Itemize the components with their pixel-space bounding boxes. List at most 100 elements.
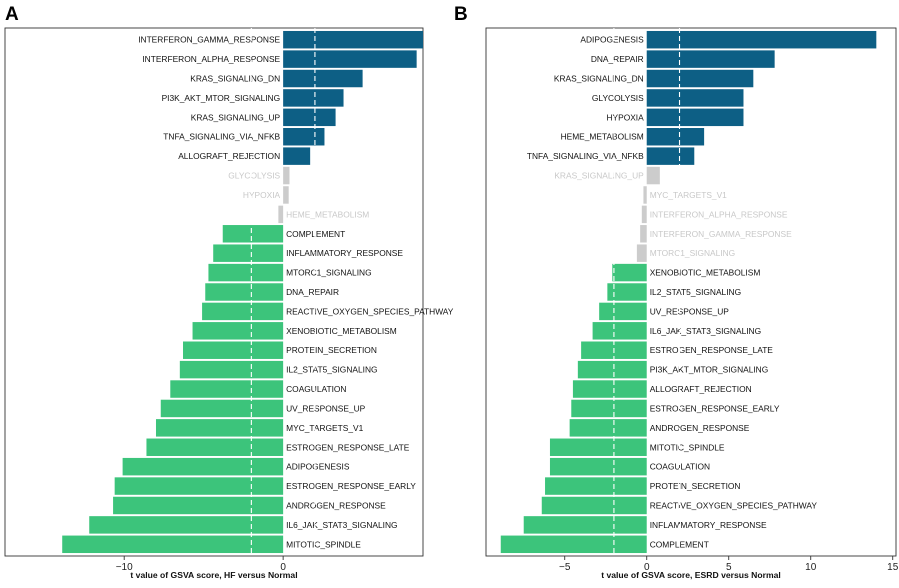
bar-reactive-oxygen-species-pathway — [541, 496, 647, 515]
bar-label: ADIPOGENESIS — [286, 462, 350, 472]
bar-kras-signaling-up — [646, 166, 660, 185]
bar-label: ADIPOGENESIS — [580, 35, 644, 45]
bar-interferon-gamma-response — [640, 225, 647, 243]
bar-label: TNFA_SIGNALING_VIA_NFKB — [163, 132, 280, 142]
bar-label: ESTROGEN_RESPONSE_EARLY — [650, 403, 780, 413]
bar-label: ESTROGEN_RESPONSE_LATE — [650, 345, 774, 355]
bar-label: GLYCOLYSIS — [592, 93, 644, 103]
bar-label: UV_RESPONSE_UP — [650, 306, 730, 316]
x-tick-label: 0 — [280, 562, 286, 573]
bar-complement — [222, 225, 284, 243]
bar-label: ALLOGRAFT_REJECTION — [650, 384, 752, 394]
bar-kras-signaling-dn — [646, 69, 754, 88]
bar-interferon-gamma-response — [283, 30, 423, 49]
bar-estrogen-response-late — [146, 438, 284, 456]
bar-label: REACTIVE_OXYGEN_SPECIES_PATHWAY — [650, 500, 818, 510]
bar-tnfa-signaling-via-nfkb — [646, 147, 695, 165]
bar-label: IL6_JAK_STAT3_SIGNALING — [650, 326, 761, 336]
bar-label: PI3K_AKT_MTOR_SIGNALING — [162, 93, 281, 103]
bar-label: DNA_REPAIR — [286, 287, 339, 297]
bar-glycolysis — [646, 89, 744, 107]
bar-protein-secretion — [545, 477, 647, 495]
bar-label: XENOBIOTIC_METABOLISM — [286, 326, 397, 336]
plot-frame — [4, 27, 424, 557]
bar-il6-jak-stat3-signaling — [592, 322, 647, 340]
bar-allograft-rejection — [572, 380, 647, 398]
bar-reactive-oxygen-species-pathway — [202, 302, 284, 321]
bar-myc-targets-v1 — [643, 186, 647, 204]
x-tick-label: 5 — [726, 562, 732, 573]
bar-interferon-alpha-response — [283, 50, 417, 68]
bar-label: IL2_STAT5_SIGNALING — [286, 365, 377, 375]
bar-label: PROTEIN_SECRETION — [286, 345, 377, 355]
bar-label: MYC_TARGETS_V1 — [650, 190, 727, 200]
bar-il2-stat5-signaling — [607, 283, 647, 301]
bar-mitotic-spindle — [549, 438, 647, 456]
bar-pi3k-akt-mtor-signaling — [577, 360, 647, 379]
x-tick-label: −5 — [559, 562, 571, 573]
bar-label: MITOTIC_SPINDLE — [286, 539, 361, 549]
bar-allograft-rejection — [283, 147, 311, 165]
bar-label: INTERFERON_ALPHA_RESPONSE — [142, 54, 280, 64]
bar-adipogenesis — [646, 30, 877, 49]
bar-coagulation — [549, 457, 647, 476]
bar-label: ANDROGEN_RESPONSE — [286, 500, 386, 510]
bar-label: ANDROGEN_RESPONSE — [650, 423, 750, 433]
bar-tnfa-signaling-via-nfkb — [283, 128, 325, 146]
bar-dna-repair — [646, 50, 775, 68]
bar-estrogen-response-early — [571, 399, 647, 418]
bar-label: GLYCOLYSIS — [228, 171, 280, 181]
bar-complement — [500, 535, 647, 554]
x-axis-label: t value of GSVA score, ESRD versus Norma… — [601, 570, 781, 580]
bar-label: INTERFERON_GAMMA_RESPONSE — [138, 35, 280, 45]
bar-protein-secretion — [183, 341, 284, 359]
bar-kras-signaling-up — [283, 108, 336, 127]
bar-label: IL2_STAT5_SIGNALING — [650, 287, 741, 297]
bar-label: MITOTIC_SPINDLE — [650, 442, 725, 452]
bar-label: KRAS_SIGNALING_DN — [190, 74, 280, 84]
bar-label: PROTEIN_SECRETION — [650, 481, 741, 491]
bar-heme-metabolism — [278, 205, 284, 224]
panel-a: A INTERFERON_GAMMA_RESPONSE INTERFERON_AL… — [4, 4, 454, 580]
bar-androgen-response — [569, 419, 647, 437]
bar-label: MYC_TARGETS_V1 — [286, 423, 363, 433]
bar-adipogenesis — [122, 457, 284, 476]
bar-label: INTERFERON_GAMMA_RESPONSE — [650, 229, 792, 239]
x-tick-label: −10 — [116, 562, 133, 573]
bar-label: COAGULATION — [286, 384, 346, 394]
bar-label: REACTIVE_OXYGEN_SPECIES_PATHWAY — [286, 306, 454, 316]
bar-coagulation — [170, 380, 284, 398]
bar-mtorc1-signaling — [208, 263, 284, 282]
bar-label: MTORC1_SIGNALING — [650, 248, 735, 258]
bar-uv-response-up — [599, 302, 647, 321]
bar-label: MTORC1_SIGNALING — [286, 268, 371, 278]
bar-estrogen-response-early — [114, 477, 284, 495]
bar-label: XENOBIOTIC_METABOLISM — [650, 268, 761, 278]
bar-label: KRAS_SIGNALING_DN — [554, 74, 644, 84]
bar-inflammatory-response — [213, 244, 284, 262]
plot-frame — [485, 27, 897, 557]
bar-interferon-alpha-response — [641, 205, 647, 224]
bar-kras-signaling-dn — [283, 69, 363, 88]
bar-dna-repair — [205, 283, 284, 301]
bar-mitotic-spindle — [62, 535, 284, 554]
bar-label: TNFA_SIGNALING_VIA_NFKB — [527, 151, 644, 161]
bar-glycolysis — [283, 166, 290, 185]
panel-b: B ADIPOGENESIS DNA_REPAIR KRAS_SIGNALING_D… — [454, 4, 899, 580]
bar-hypoxia — [283, 186, 289, 204]
bar-label: ALLOGRAFT_REJECTION — [178, 151, 280, 161]
x-axis-label: t value of GSVA score, HF versus Normal — [130, 570, 297, 580]
bar-label: DNA_REPAIR — [591, 54, 644, 64]
bar-heme-metabolism — [646, 128, 705, 146]
bar-label: HEME_METABOLISM — [561, 132, 644, 142]
x-tick-label: 15 — [887, 562, 899, 573]
bar-label: INFLAMMATORY_RESPONSE — [286, 248, 403, 258]
bar-label: KRAS_SIGNALING_UP — [191, 112, 281, 122]
bar-label: INFLAMMATORY_RESPONSE — [650, 520, 767, 530]
bar-label: PI3K_AKT_MTOR_SIGNALING — [650, 365, 769, 375]
x-tick-label: 0 — [644, 562, 650, 573]
bar-androgen-response — [113, 496, 284, 515]
bar-label: IL6_JAK_STAT3_SIGNALING — [286, 520, 397, 530]
bar-inflammatory-response — [523, 516, 647, 534]
